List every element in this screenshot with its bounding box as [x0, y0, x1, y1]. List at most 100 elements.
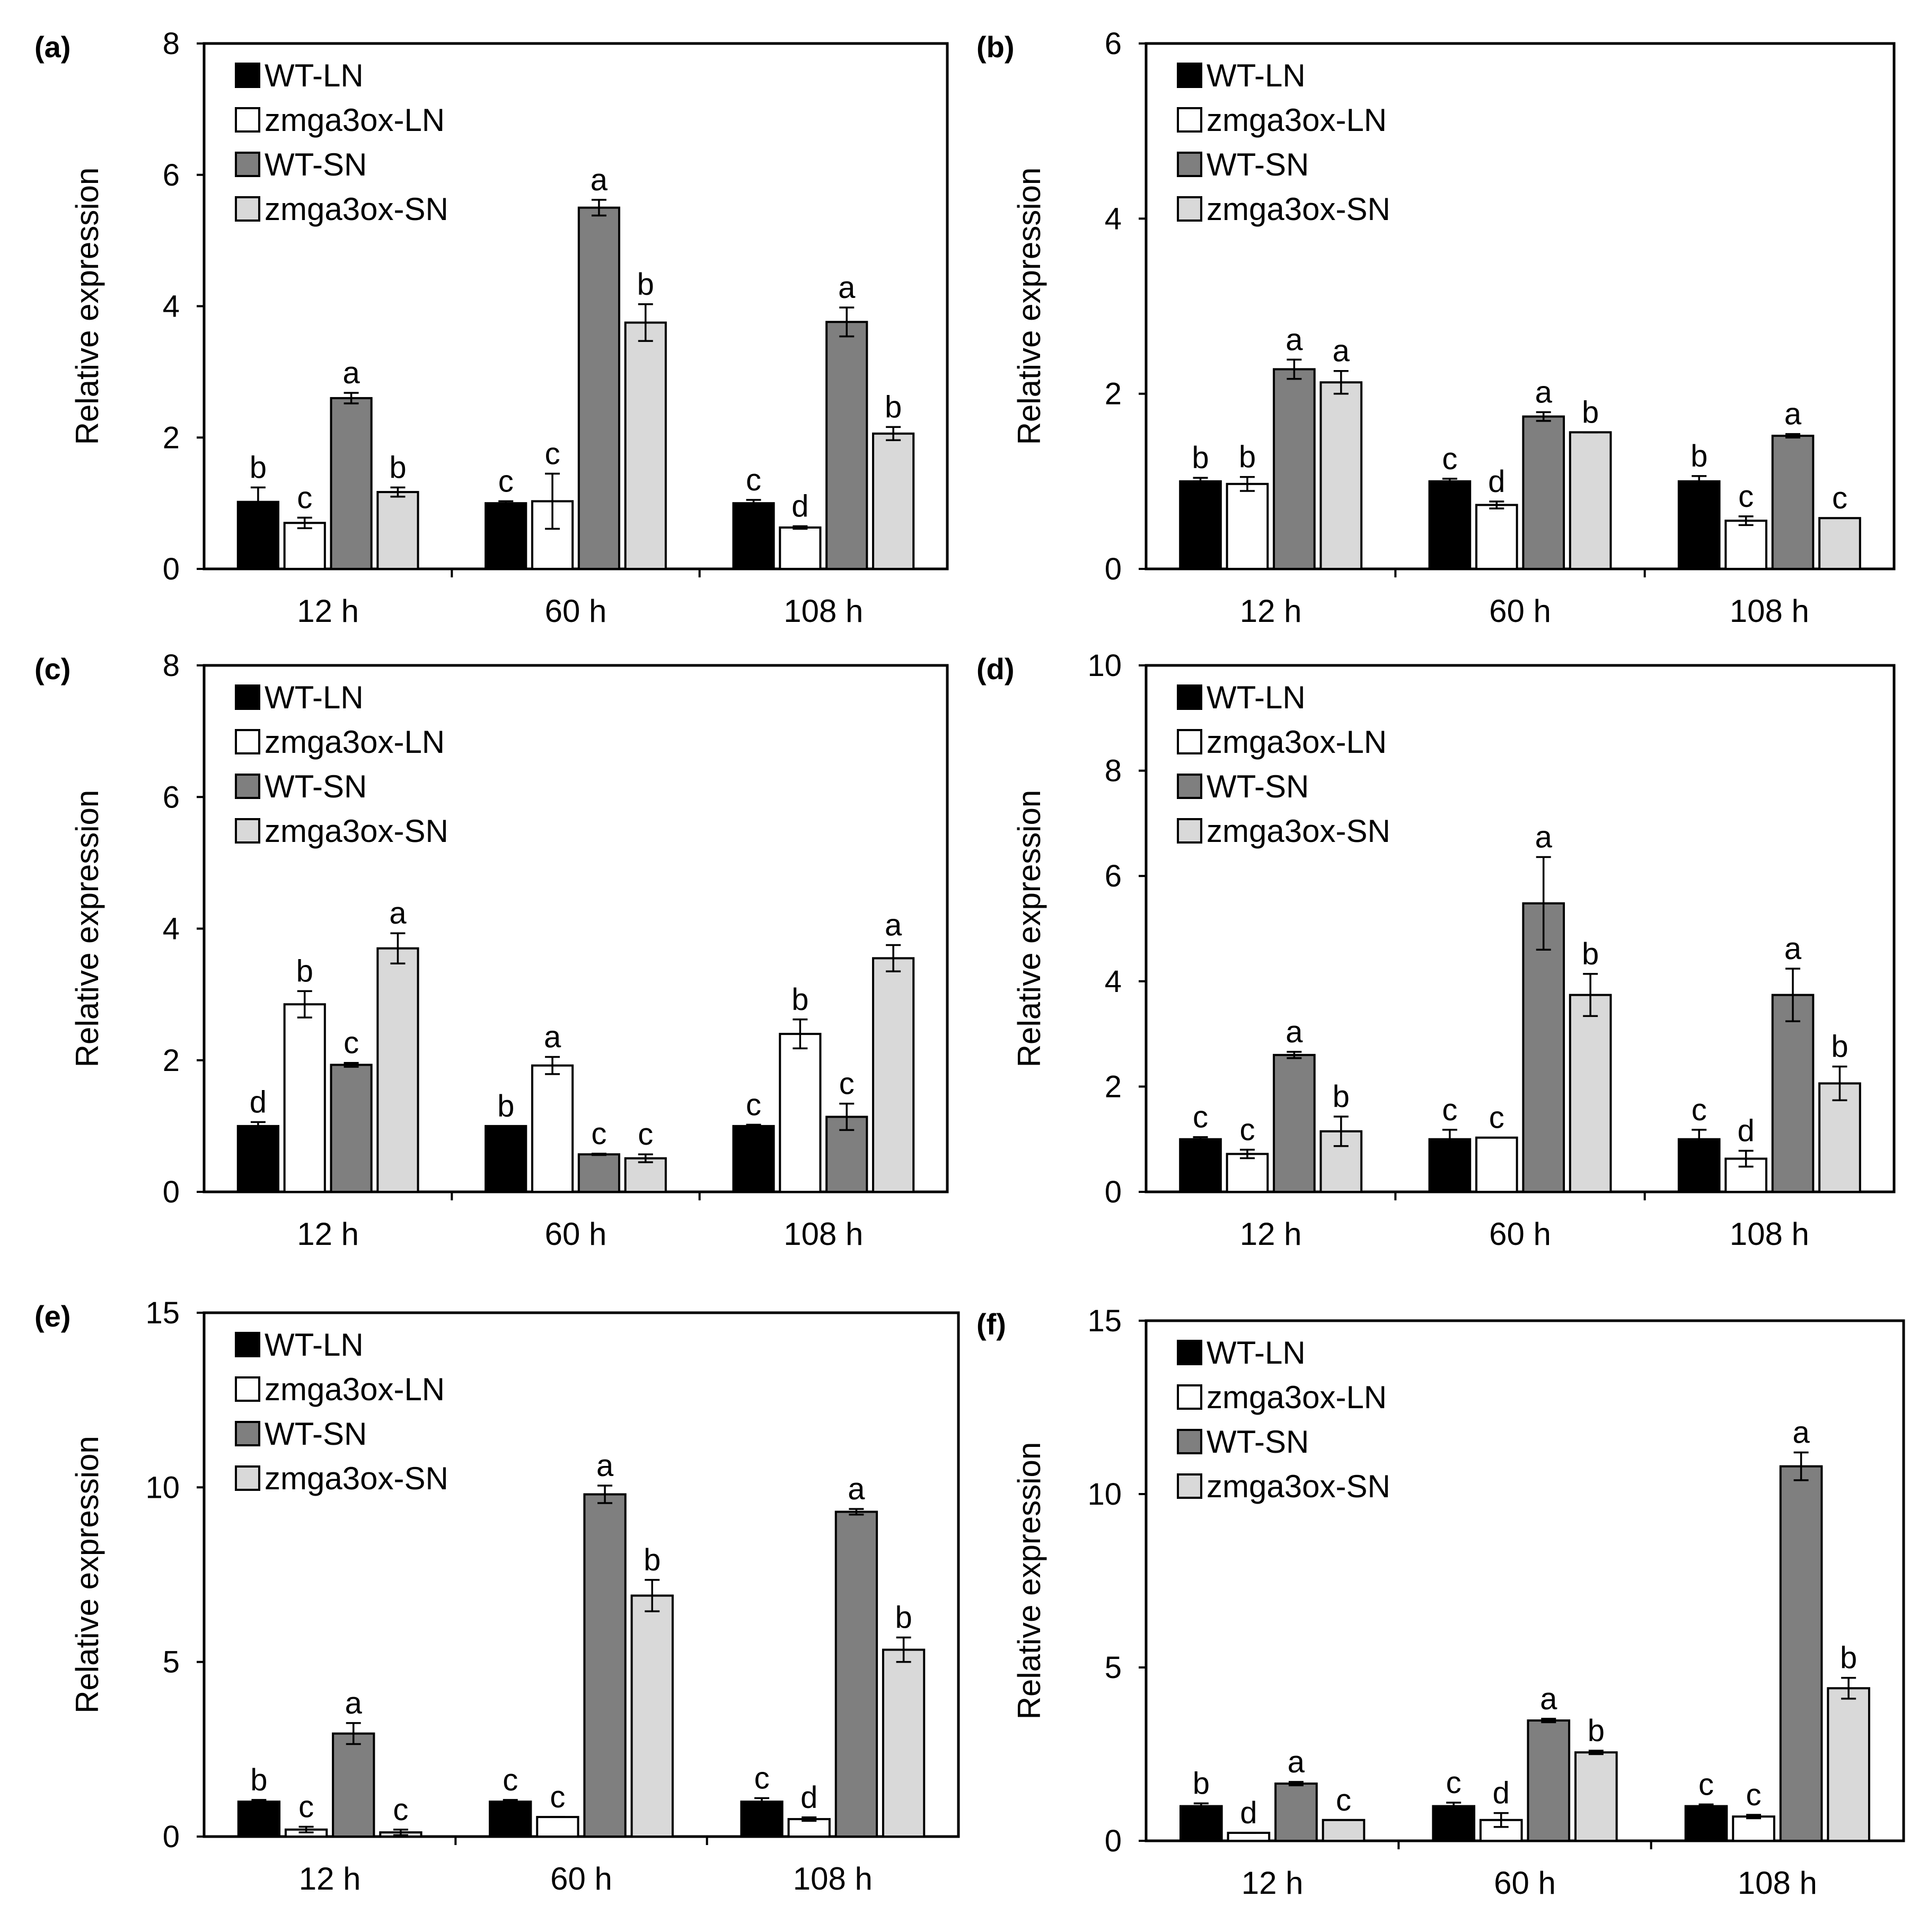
- bar-WT-LN: [485, 502, 527, 570]
- legend-swatch: [235, 684, 260, 710]
- bar-WT-LN: [1684, 1805, 1728, 1842]
- y-axis-title: Relative expression: [69, 790, 105, 1068]
- bar-zmga3ox-LN: [1226, 1153, 1269, 1193]
- legend-label: zmga3ox-SN: [1207, 813, 1390, 849]
- bar-WT-LN: [1677, 480, 1721, 570]
- significance-label: b: [1831, 1030, 1848, 1064]
- significance-label: b: [296, 954, 313, 988]
- legend-label: zmga3ox-SN: [1207, 1469, 1390, 1504]
- legend-swatch: [235, 63, 260, 88]
- x-category-label: 60 h: [550, 1861, 612, 1896]
- panel-label: (d): [976, 652, 1015, 686]
- panel-label: (f): [976, 1307, 1006, 1341]
- legend-swatch: [1177, 152, 1202, 177]
- plot-frame: [1145, 42, 1896, 570]
- y-tick-label: 6: [1105, 27, 1122, 61]
- bar-zmga3ox-LN: [1724, 520, 1767, 570]
- legend-swatch: [1177, 1473, 1202, 1499]
- legend-label: zmga3ox-SN: [265, 1461, 448, 1496]
- legend-label: WT-LN: [265, 680, 364, 715]
- y-tick-label: 15: [1087, 1304, 1122, 1338]
- significance-label: d: [800, 1780, 817, 1815]
- bar-WT-LN: [740, 1801, 783, 1838]
- bar-WT-SN: [1273, 368, 1316, 570]
- bar-WT-SN: [1522, 415, 1565, 570]
- x-category-label: 12 h: [297, 593, 359, 629]
- legend-swatch: [1177, 63, 1202, 88]
- significance-label: a: [1286, 1015, 1303, 1049]
- y-tick-label: 8: [163, 27, 180, 61]
- significance-label: c: [297, 480, 312, 515]
- significance-label: a: [596, 1448, 614, 1483]
- significance-label: a: [848, 1472, 865, 1506]
- significance-label: a: [389, 896, 407, 930]
- y-tick-label: 4: [163, 912, 180, 946]
- bar-zmga3ox-LN: [1732, 1815, 1775, 1842]
- significance-label: a: [1784, 932, 1802, 966]
- bar-WT-LN: [1179, 1805, 1223, 1842]
- y-axis-title: Relative expression: [69, 168, 105, 445]
- bar-WT-SN: [1274, 1782, 1318, 1842]
- legend-label: zmga3ox-SN: [265, 191, 448, 227]
- legend-label: WT-SN: [1207, 147, 1309, 182]
- significance-label: c: [746, 1087, 761, 1122]
- bar-zmga3ox-SN: [376, 491, 419, 570]
- y-tick-label: 6: [1105, 859, 1122, 893]
- bar-WT-LN: [237, 1801, 281, 1838]
- bar-WT-LN: [1432, 1805, 1475, 1842]
- bar-WT-LN: [732, 1125, 775, 1193]
- bar-WT-SN: [1779, 1465, 1823, 1842]
- y-tick-label: 10: [1087, 648, 1122, 683]
- significance-label: c: [638, 1117, 653, 1152]
- significance-label: d: [1493, 1776, 1510, 1811]
- x-category-label: 12 h: [1242, 1865, 1304, 1901]
- legend-label: WT-LN: [265, 58, 364, 93]
- legend-swatch: [1177, 107, 1202, 133]
- y-tick-label: 2: [163, 1043, 180, 1078]
- x-category-label: 12 h: [299, 1861, 361, 1896]
- bar-WT-LN: [732, 502, 775, 570]
- significance-label: d: [1240, 1796, 1257, 1830]
- chart-panel-2: (c) 0 2 4 6 8 Relative expression 12 h d b c a 60 h b…: [34, 648, 949, 1252]
- significance-label: a: [1784, 397, 1802, 432]
- legend-swatch: [235, 818, 260, 844]
- legend-label: WT-SN: [265, 147, 367, 182]
- significance-label: c: [1442, 442, 1457, 476]
- bar-WT-SN: [1273, 1053, 1316, 1193]
- significance-label: b: [1588, 1714, 1605, 1748]
- significance-label: a: [544, 1020, 561, 1055]
- y-tick-label: 5: [1105, 1650, 1122, 1685]
- significance-label: c: [1698, 1767, 1714, 1802]
- plot-frame: [1145, 1319, 1905, 1842]
- x-category-label: 108 h: [1738, 1865, 1817, 1901]
- legend-label: WT-LN: [1207, 680, 1306, 715]
- legend-swatch: [235, 1332, 260, 1357]
- bar-zmga3ox-LN: [283, 1003, 326, 1193]
- panel-label: (b): [976, 30, 1015, 64]
- significance-label: c: [754, 1761, 770, 1796]
- bar-zmga3ox-SN: [872, 432, 915, 570]
- y-tick-label: 0: [1105, 552, 1122, 586]
- legend-swatch: [1177, 684, 1202, 710]
- legend-label: WT-SN: [265, 1416, 367, 1452]
- significance-label: b: [1239, 440, 1256, 475]
- significance-label: c: [591, 1117, 606, 1151]
- significance-label: d: [1737, 1114, 1754, 1148]
- y-tick-label: 15: [145, 1296, 180, 1330]
- significance-label: a: [591, 163, 608, 197]
- x-category-label: 12 h: [297, 1216, 359, 1252]
- bar-zmga3ox-SN: [1319, 381, 1363, 570]
- significance-label: d: [1488, 464, 1505, 499]
- y-axis-title: Relative expression: [1011, 1442, 1047, 1720]
- legend-label: zmga3ox-LN: [1207, 102, 1387, 138]
- bar-WT-SN: [1771, 994, 1815, 1193]
- significance-label: a: [1286, 322, 1303, 357]
- significance-label: b: [791, 982, 808, 1017]
- bar-zmga3ox-SN: [872, 957, 915, 1193]
- bar-zmga3ox-SN: [1818, 517, 1861, 570]
- significance-label: b: [250, 1763, 267, 1797]
- y-tick-label: 0: [1105, 1824, 1122, 1858]
